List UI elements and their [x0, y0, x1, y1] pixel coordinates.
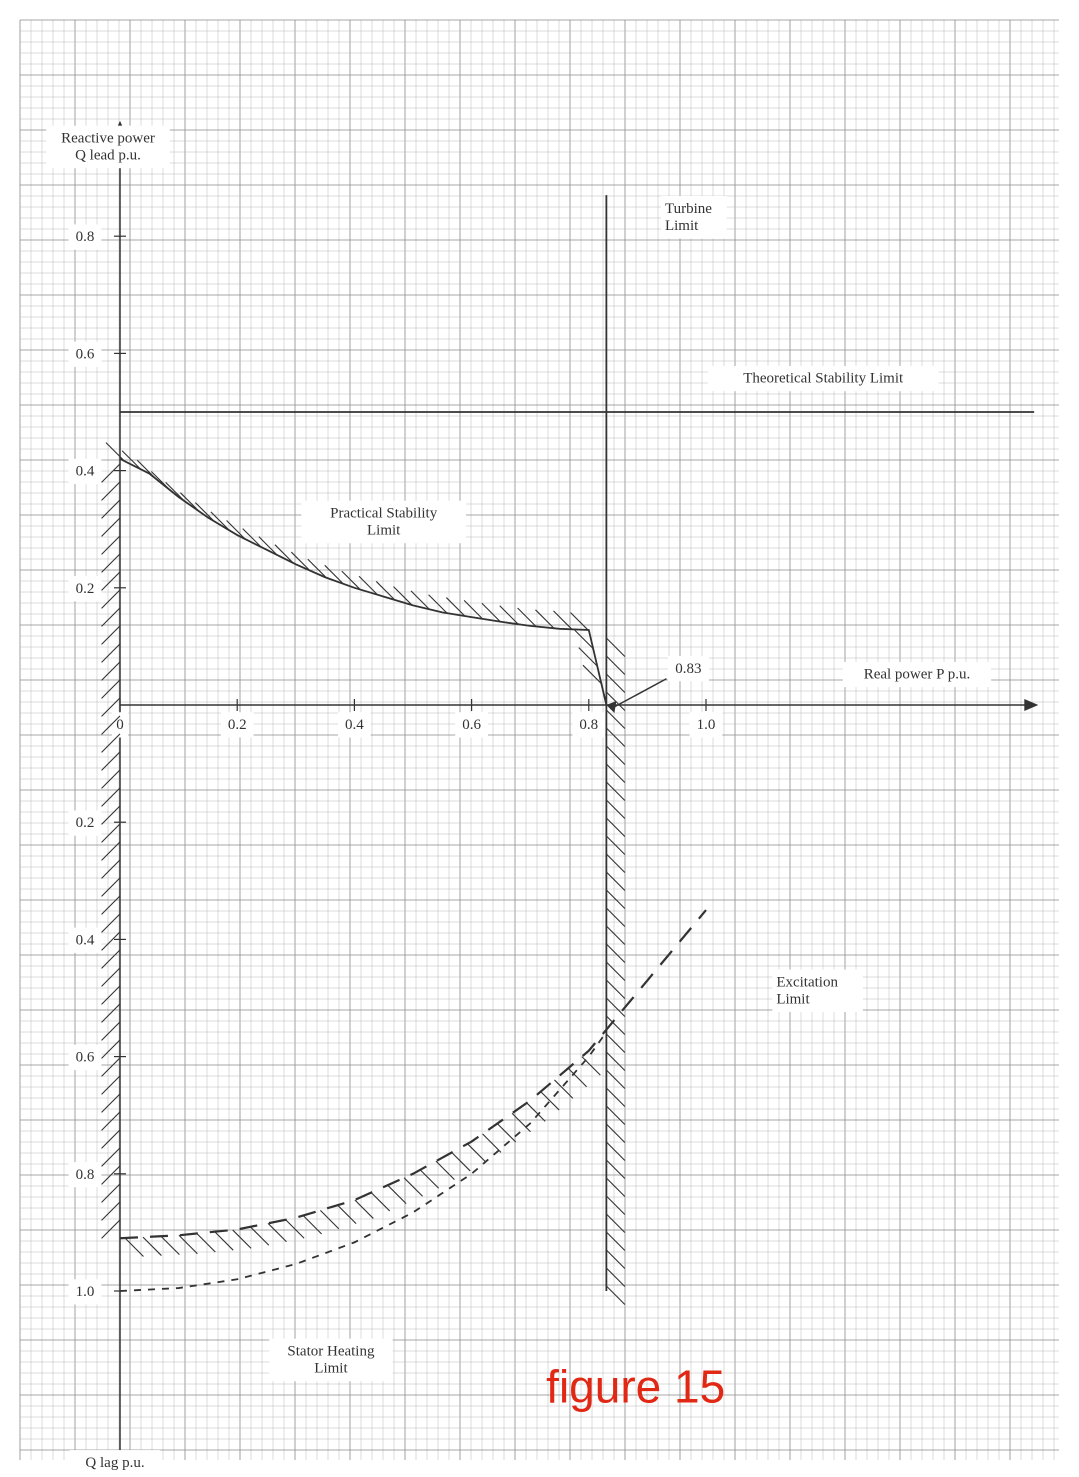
figure-label: figure 15 [546, 1360, 725, 1412]
x-tick-label-text: 0.2 [228, 717, 247, 733]
y-axis-label-top: Reactive powerQ lead p.u. [46, 126, 170, 169]
y-tick-label-text: 0.8 [76, 229, 95, 245]
x-axis-label: Real power P p.u. [843, 662, 991, 687]
turbine-limit-label: TurbineLimit [661, 196, 727, 239]
y-tick-label-text: 0.4 [76, 464, 95, 480]
x-axis-label-text: Real power P p.u. [864, 667, 971, 683]
x-tick-label-text: 0.8 [579, 717, 598, 733]
x-tick-label: 0.4 [338, 712, 371, 737]
y-tick-label-neg-text: 1.0 [76, 1284, 95, 1300]
grid [20, 20, 1059, 1460]
x-tick-label: 1.0 [690, 712, 723, 737]
x-tick-label-text: 1.0 [697, 717, 716, 733]
y-tick-label: 0.2 [69, 576, 102, 601]
y-tick-label-neg: 0.6 [69, 1045, 102, 1070]
turbine-limit-value-text: 0.83 [675, 661, 701, 677]
y-axis-label-bottom-text: Q lag p.u. [85, 1455, 144, 1471]
y-tick-label-neg-text: 0.4 [76, 932, 95, 948]
y-tick-label: 0.4 [69, 459, 102, 484]
y-axis-label-top-text: Reactive powerQ lead p.u. [61, 130, 155, 163]
y-axis-label-bottom: Q lag p.u. [70, 1450, 161, 1475]
y-tick-label-neg: 0.8 [69, 1162, 102, 1187]
stator-heating-label: Stator HeatingLimit [269, 1339, 393, 1382]
x-tick-label: 0.8 [572, 712, 605, 737]
practical-stability-label: Practical StabilityLimit [301, 501, 466, 543]
y-tick-label-neg-text: 0.8 [76, 1167, 95, 1183]
excitation-limit-label: ExcitationLimit [772, 970, 863, 1013]
x-tick-label: 0.6 [455, 712, 488, 737]
y-tick-label-neg-text: 0.2 [76, 815, 95, 831]
turbine-limit-value: 0.83 [668, 656, 709, 681]
y-tick-label: 0.6 [69, 342, 102, 367]
x-tick-label-text: 0.4 [345, 717, 364, 733]
y-tick-label: 0.8 [69, 224, 102, 249]
y-tick-label-neg: 0.2 [69, 810, 102, 835]
y-tick-label-neg: 0.4 [69, 928, 102, 953]
generator-capability-chart: 0 0.2 0.4 0.6 0.8 1.0 0.2 0.4 0.6 0.8 0.2 0.4 0.6 0.8… [0, 0, 1079, 1477]
theoretical-stability-label-text: Theoretical Stability Limit [743, 371, 904, 387]
x-tick-label: 0.2 [221, 712, 254, 737]
excitation-limit [120, 910, 706, 1256]
y-tick-label-text: 0.2 [76, 581, 95, 597]
y-tick-label-text: 0.6 [76, 346, 95, 362]
y-tick-label-neg-text: 0.6 [76, 1050, 95, 1066]
turbine-limit [606, 195, 666, 1304]
y-tick-label-neg: 1.0 [69, 1279, 102, 1304]
left-boundary-hatch [102, 464, 120, 1238]
x-tick-label-text: 0 [116, 717, 124, 733]
x-tick-label-text: 0.6 [462, 717, 481, 733]
theoretical-stability-label: Theoretical Stability Limit [708, 366, 939, 391]
